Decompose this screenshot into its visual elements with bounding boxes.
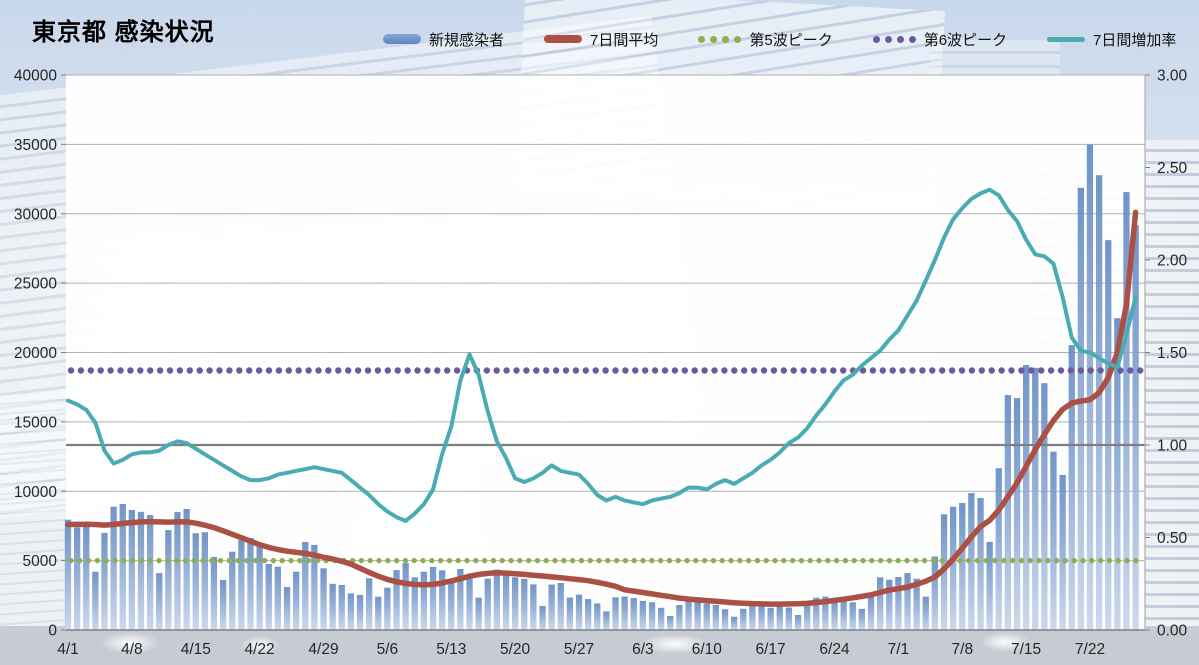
legend-label: 新規感染者 (429, 31, 505, 49)
legend-swatch-thick (544, 35, 583, 43)
svg-text:4/1: 4/1 (57, 641, 79, 658)
svg-text:5/20: 5/20 (500, 641, 531, 658)
legend-label: 7日間増加率 (1093, 31, 1177, 49)
svg-text:4/15: 4/15 (181, 641, 211, 658)
svg-text:1.50: 1.50 (1157, 345, 1188, 362)
legend-item-3: 第5波ピーク (698, 29, 833, 50)
svg-text:0.50: 0.50 (1157, 530, 1188, 547)
svg-text:5/27: 5/27 (564, 641, 594, 658)
svg-text:6/10: 6/10 (692, 641, 723, 658)
svg-text:2.00: 2.00 (1157, 253, 1188, 270)
ground-highlight (100, 632, 160, 654)
legend-swatch-line (1047, 36, 1086, 42)
legend-item-2: 7日間平均 (544, 29, 658, 50)
svg-text:6/3: 6/3 (632, 641, 654, 658)
legend: 新規感染者 7日間平均 第5波ピーク 第6波ピーク 7日間増加率 (383, 28, 1176, 50)
legend-swatch-dots (872, 35, 916, 43)
svg-text:0.00: 0.00 (1157, 623, 1188, 640)
ground-highlight (240, 636, 280, 654)
svg-text:5/6: 5/6 (377, 641, 399, 658)
legend-label: 7日間平均 (590, 31, 659, 49)
ground-highlight (980, 632, 1030, 652)
svg-text:25000: 25000 (14, 276, 57, 293)
plot-area: 0 5000 10000 15000 20000 25000 30000 35000 40000… (14, 68, 1188, 659)
svg-text:30000: 30000 (14, 206, 57, 223)
legend-item-1: 新規感染者 (383, 29, 504, 50)
ground-highlight (640, 634, 710, 654)
svg-text:6/17: 6/17 (756, 641, 786, 658)
legend-item-4: 第6波ピーク (872, 29, 1008, 50)
svg-text:1.00: 1.00 (1157, 438, 1188, 455)
svg-text:5/13: 5/13 (436, 641, 466, 658)
svg-text:40000: 40000 (14, 68, 57, 85)
svg-text:7/8: 7/8 (952, 641, 974, 658)
svg-text:2.50: 2.50 (1157, 160, 1188, 177)
svg-text:7/22: 7/22 (1075, 641, 1105, 658)
legend-swatch-dots (698, 35, 742, 43)
svg-text:15000: 15000 (14, 414, 57, 431)
svg-text:6/24: 6/24 (819, 641, 850, 658)
svg-text:4/8: 4/8 (121, 641, 143, 658)
svg-text:7/1: 7/1 (888, 641, 910, 658)
legend-swatch-bar (383, 34, 421, 44)
svg-text:35000: 35000 (14, 137, 57, 154)
legend-label: 第5波ピーク (749, 31, 833, 49)
svg-text:4/29: 4/29 (308, 641, 338, 658)
svg-text:7/15: 7/15 (1011, 641, 1041, 658)
legend-label: 第6波ピーク (923, 31, 1008, 49)
legend-item-5: 7日間増加率 (1047, 29, 1176, 50)
svg-text:4/22: 4/22 (245, 641, 275, 658)
svg-text:20000: 20000 (14, 345, 57, 362)
svg-text:0: 0 (48, 623, 57, 640)
svg-text:10000: 10000 (14, 484, 57, 501)
ground-strip (0, 626, 1199, 665)
svg-text:5000: 5000 (23, 553, 58, 570)
svg-text:3.00: 3.00 (1157, 68, 1188, 85)
page-title: 東京都 感染状況 (32, 19, 215, 46)
